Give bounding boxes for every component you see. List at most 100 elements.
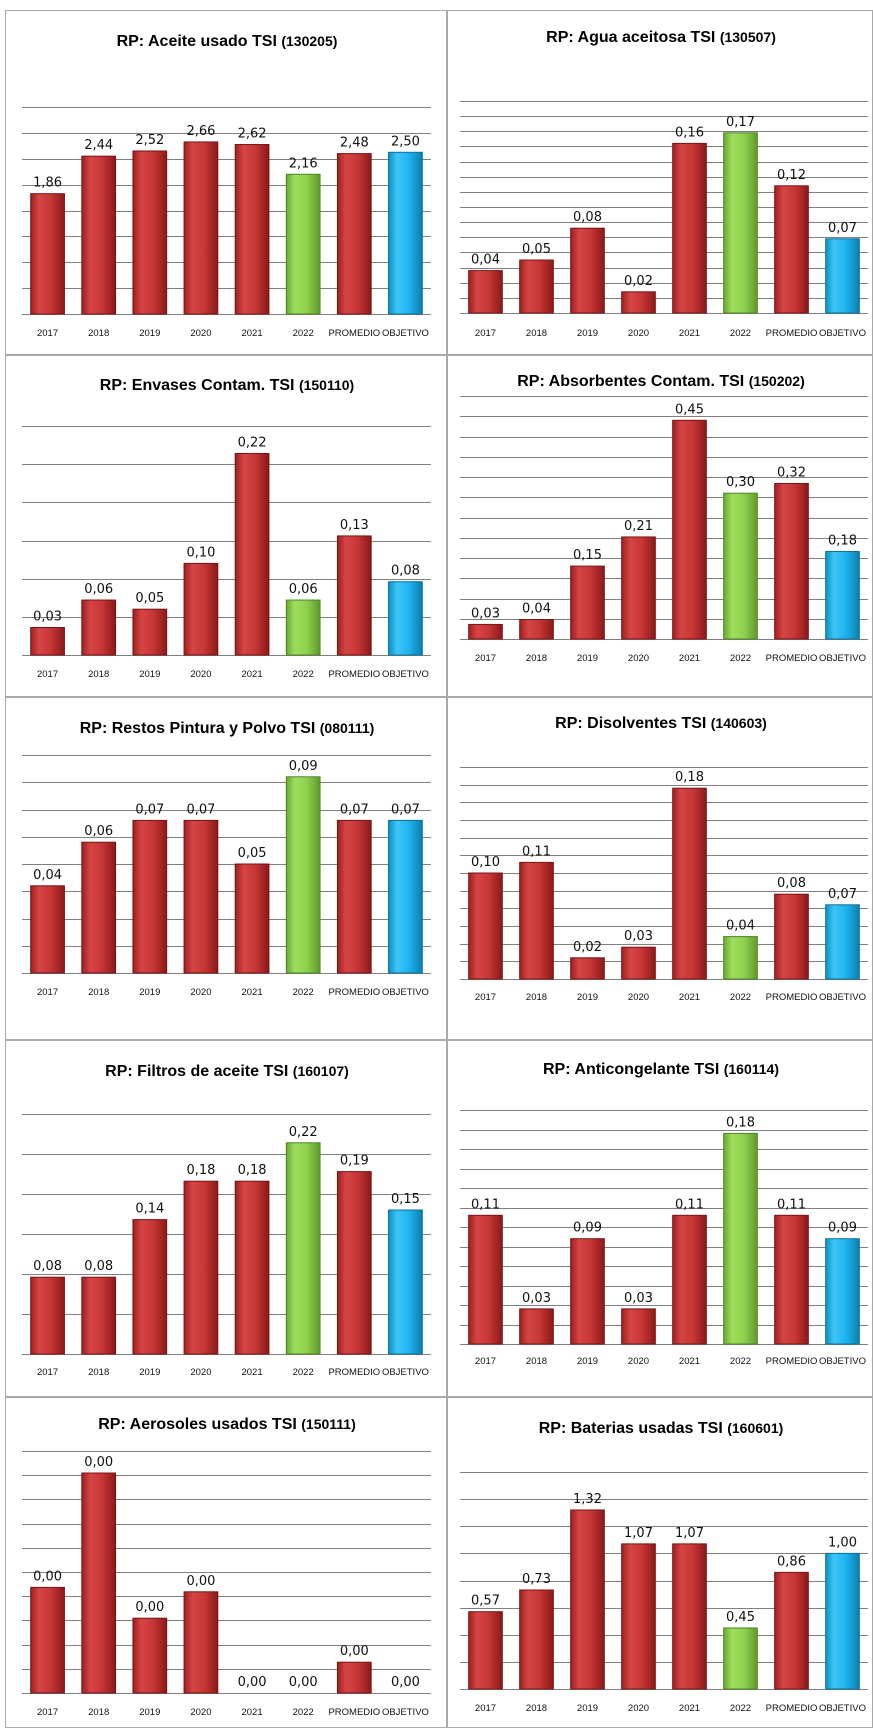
bar-2022 bbox=[723, 492, 758, 640]
x-tick-label: 2022 bbox=[293, 1707, 314, 1718]
bar-2022 bbox=[723, 936, 758, 980]
x-tick-label: 2019 bbox=[577, 328, 598, 339]
data-label: 0,73 bbox=[522, 1572, 551, 1587]
bar-objetivo bbox=[825, 1238, 860, 1345]
x-tick-label: 2022 bbox=[293, 1367, 314, 1378]
bar-2019 bbox=[132, 1617, 168, 1694]
data-label: 0,11 bbox=[471, 1197, 500, 1212]
bar-2017 bbox=[468, 1214, 503, 1345]
chart-panel-150111: RP: Aerosoles usados TSI (150111) 0,00 201… bbox=[5, 1397, 447, 1728]
bar-objetivo bbox=[825, 551, 860, 640]
chart-title: RP: Aerosoles usados TSI (150111) bbox=[98, 1416, 356, 1433]
x-tick-label: PROMEDIO bbox=[766, 328, 818, 339]
data-label: 0,21 bbox=[624, 519, 653, 534]
bar-2021 bbox=[672, 1543, 707, 1690]
bar-2020 bbox=[183, 1591, 219, 1694]
chart-title: RP: Anticongelante TSI (160114) bbox=[543, 1061, 779, 1078]
data-label: 0,08 bbox=[84, 1259, 113, 1274]
x-tick-label: 2019 bbox=[139, 669, 160, 680]
bar-2017 bbox=[30, 627, 65, 656]
x-tick-label: 2017 bbox=[37, 1367, 58, 1378]
chart-title: RP: Filtros de aceite TSI (160107) bbox=[105, 1063, 349, 1080]
data-label: 0,10 bbox=[186, 545, 215, 560]
data-label: 2,62 bbox=[238, 127, 267, 142]
data-label: 0,04 bbox=[33, 868, 62, 883]
x-tick-label: 2020 bbox=[628, 653, 649, 664]
data-label: 0,16 bbox=[675, 125, 704, 140]
x-tick-label: OBJETIVO bbox=[819, 1356, 866, 1367]
x-tick-label: 2021 bbox=[679, 1356, 700, 1367]
bar-2021 bbox=[234, 452, 270, 656]
x-tick-label: OBJETIVO bbox=[819, 328, 866, 339]
bar-chart: RP: Disolventes TSI (140603) 0,10 2017 0,11… bbox=[460, 715, 868, 1003]
data-label: 0,57 bbox=[471, 1594, 500, 1609]
data-label: 1,86 bbox=[33, 176, 62, 191]
x-tick-label: PROMEDIO bbox=[328, 328, 380, 339]
bar-2017 bbox=[468, 872, 503, 980]
bar-chart: RP: Envases Contam. TSI (150110) 0,03 2017… bbox=[22, 377, 431, 680]
data-label: 0,00 bbox=[186, 1574, 215, 1589]
bar-2019 bbox=[132, 1219, 168, 1355]
bar-objetivo bbox=[825, 904, 860, 980]
bar-2017 bbox=[468, 270, 503, 314]
bar-objetivo bbox=[388, 151, 423, 315]
data-label: 0,03 bbox=[33, 610, 62, 625]
data-label: 0,07 bbox=[391, 802, 420, 817]
x-tick-label: 2018 bbox=[88, 987, 109, 998]
data-label: 0,06 bbox=[84, 582, 113, 597]
bar-2022 bbox=[723, 132, 758, 314]
data-label: 0,05 bbox=[238, 846, 267, 861]
chart-panel-080111: RP: Restos Pintura y Polvo TSI (080111) 0… bbox=[5, 697, 447, 1040]
data-label: 0,00 bbox=[135, 1600, 164, 1615]
data-label: 1,32 bbox=[573, 1492, 602, 1507]
x-tick-label: 2022 bbox=[730, 992, 751, 1003]
bar-2020 bbox=[183, 819, 219, 974]
data-label: 0,09 bbox=[828, 1221, 857, 1236]
x-tick-label: PROMEDIO bbox=[328, 1707, 380, 1718]
x-tick-label: 2017 bbox=[37, 669, 58, 680]
x-tick-label: 2018 bbox=[526, 328, 547, 339]
x-tick-label: 2018 bbox=[88, 1367, 109, 1378]
data-label: 0,15 bbox=[391, 1192, 420, 1207]
data-label: 0,09 bbox=[289, 759, 318, 774]
data-label: 0,00 bbox=[238, 1675, 267, 1690]
chart-title: RP: Disolventes TSI (140603) bbox=[555, 715, 767, 732]
x-tick-label: 2017 bbox=[37, 1707, 58, 1718]
bar-2018 bbox=[81, 1472, 117, 1694]
bar-objetivo bbox=[388, 819, 423, 974]
data-label: 2,48 bbox=[340, 136, 369, 151]
data-label: 2,52 bbox=[135, 133, 164, 148]
bar-2020 bbox=[621, 1308, 656, 1345]
x-tick-label: 2021 bbox=[679, 1703, 700, 1714]
data-label: 0,07 bbox=[340, 802, 369, 817]
bar-2021 bbox=[234, 144, 270, 315]
bar-promedio bbox=[336, 535, 372, 656]
bar-2021 bbox=[672, 419, 707, 640]
data-label: 0,03 bbox=[471, 606, 500, 621]
x-tick-label: 2021 bbox=[679, 328, 700, 339]
x-tick-label: 2019 bbox=[577, 1356, 598, 1367]
x-tick-label: 2020 bbox=[190, 669, 211, 680]
x-tick-label: 2018 bbox=[526, 992, 547, 1003]
bar-2022 bbox=[723, 1132, 758, 1345]
data-label: 0,14 bbox=[135, 1202, 164, 1217]
data-label: 0,00 bbox=[391, 1675, 420, 1690]
data-label: 1,00 bbox=[828, 1535, 857, 1550]
data-label: 0,06 bbox=[289, 582, 318, 597]
data-label: 0,04 bbox=[471, 253, 500, 268]
x-tick-label: PROMEDIO bbox=[328, 987, 380, 998]
bar-2020 bbox=[621, 291, 656, 314]
data-label: 0,12 bbox=[777, 168, 806, 183]
bar-chart: RP: Filtros de aceite TSI (160107) 0,08 20… bbox=[22, 1063, 431, 1378]
data-label: 0,07 bbox=[135, 802, 164, 817]
x-tick-label: 2021 bbox=[241, 1367, 262, 1378]
chart-panel-160114: RP: Anticongelante TSI (160114) 0,11 2017 0… bbox=[447, 1040, 873, 1397]
bar-promedio bbox=[336, 1171, 372, 1355]
bar-2021 bbox=[234, 863, 270, 974]
data-label: 0,07 bbox=[186, 802, 215, 817]
bar-2020 bbox=[621, 536, 656, 640]
bar-chart: RP: Aceite usado TSI (130205) 1,86 2017 2,4… bbox=[22, 33, 431, 339]
x-tick-label: 2020 bbox=[628, 328, 649, 339]
x-tick-label: 2018 bbox=[526, 1356, 547, 1367]
x-tick-label: 2021 bbox=[241, 1707, 262, 1718]
